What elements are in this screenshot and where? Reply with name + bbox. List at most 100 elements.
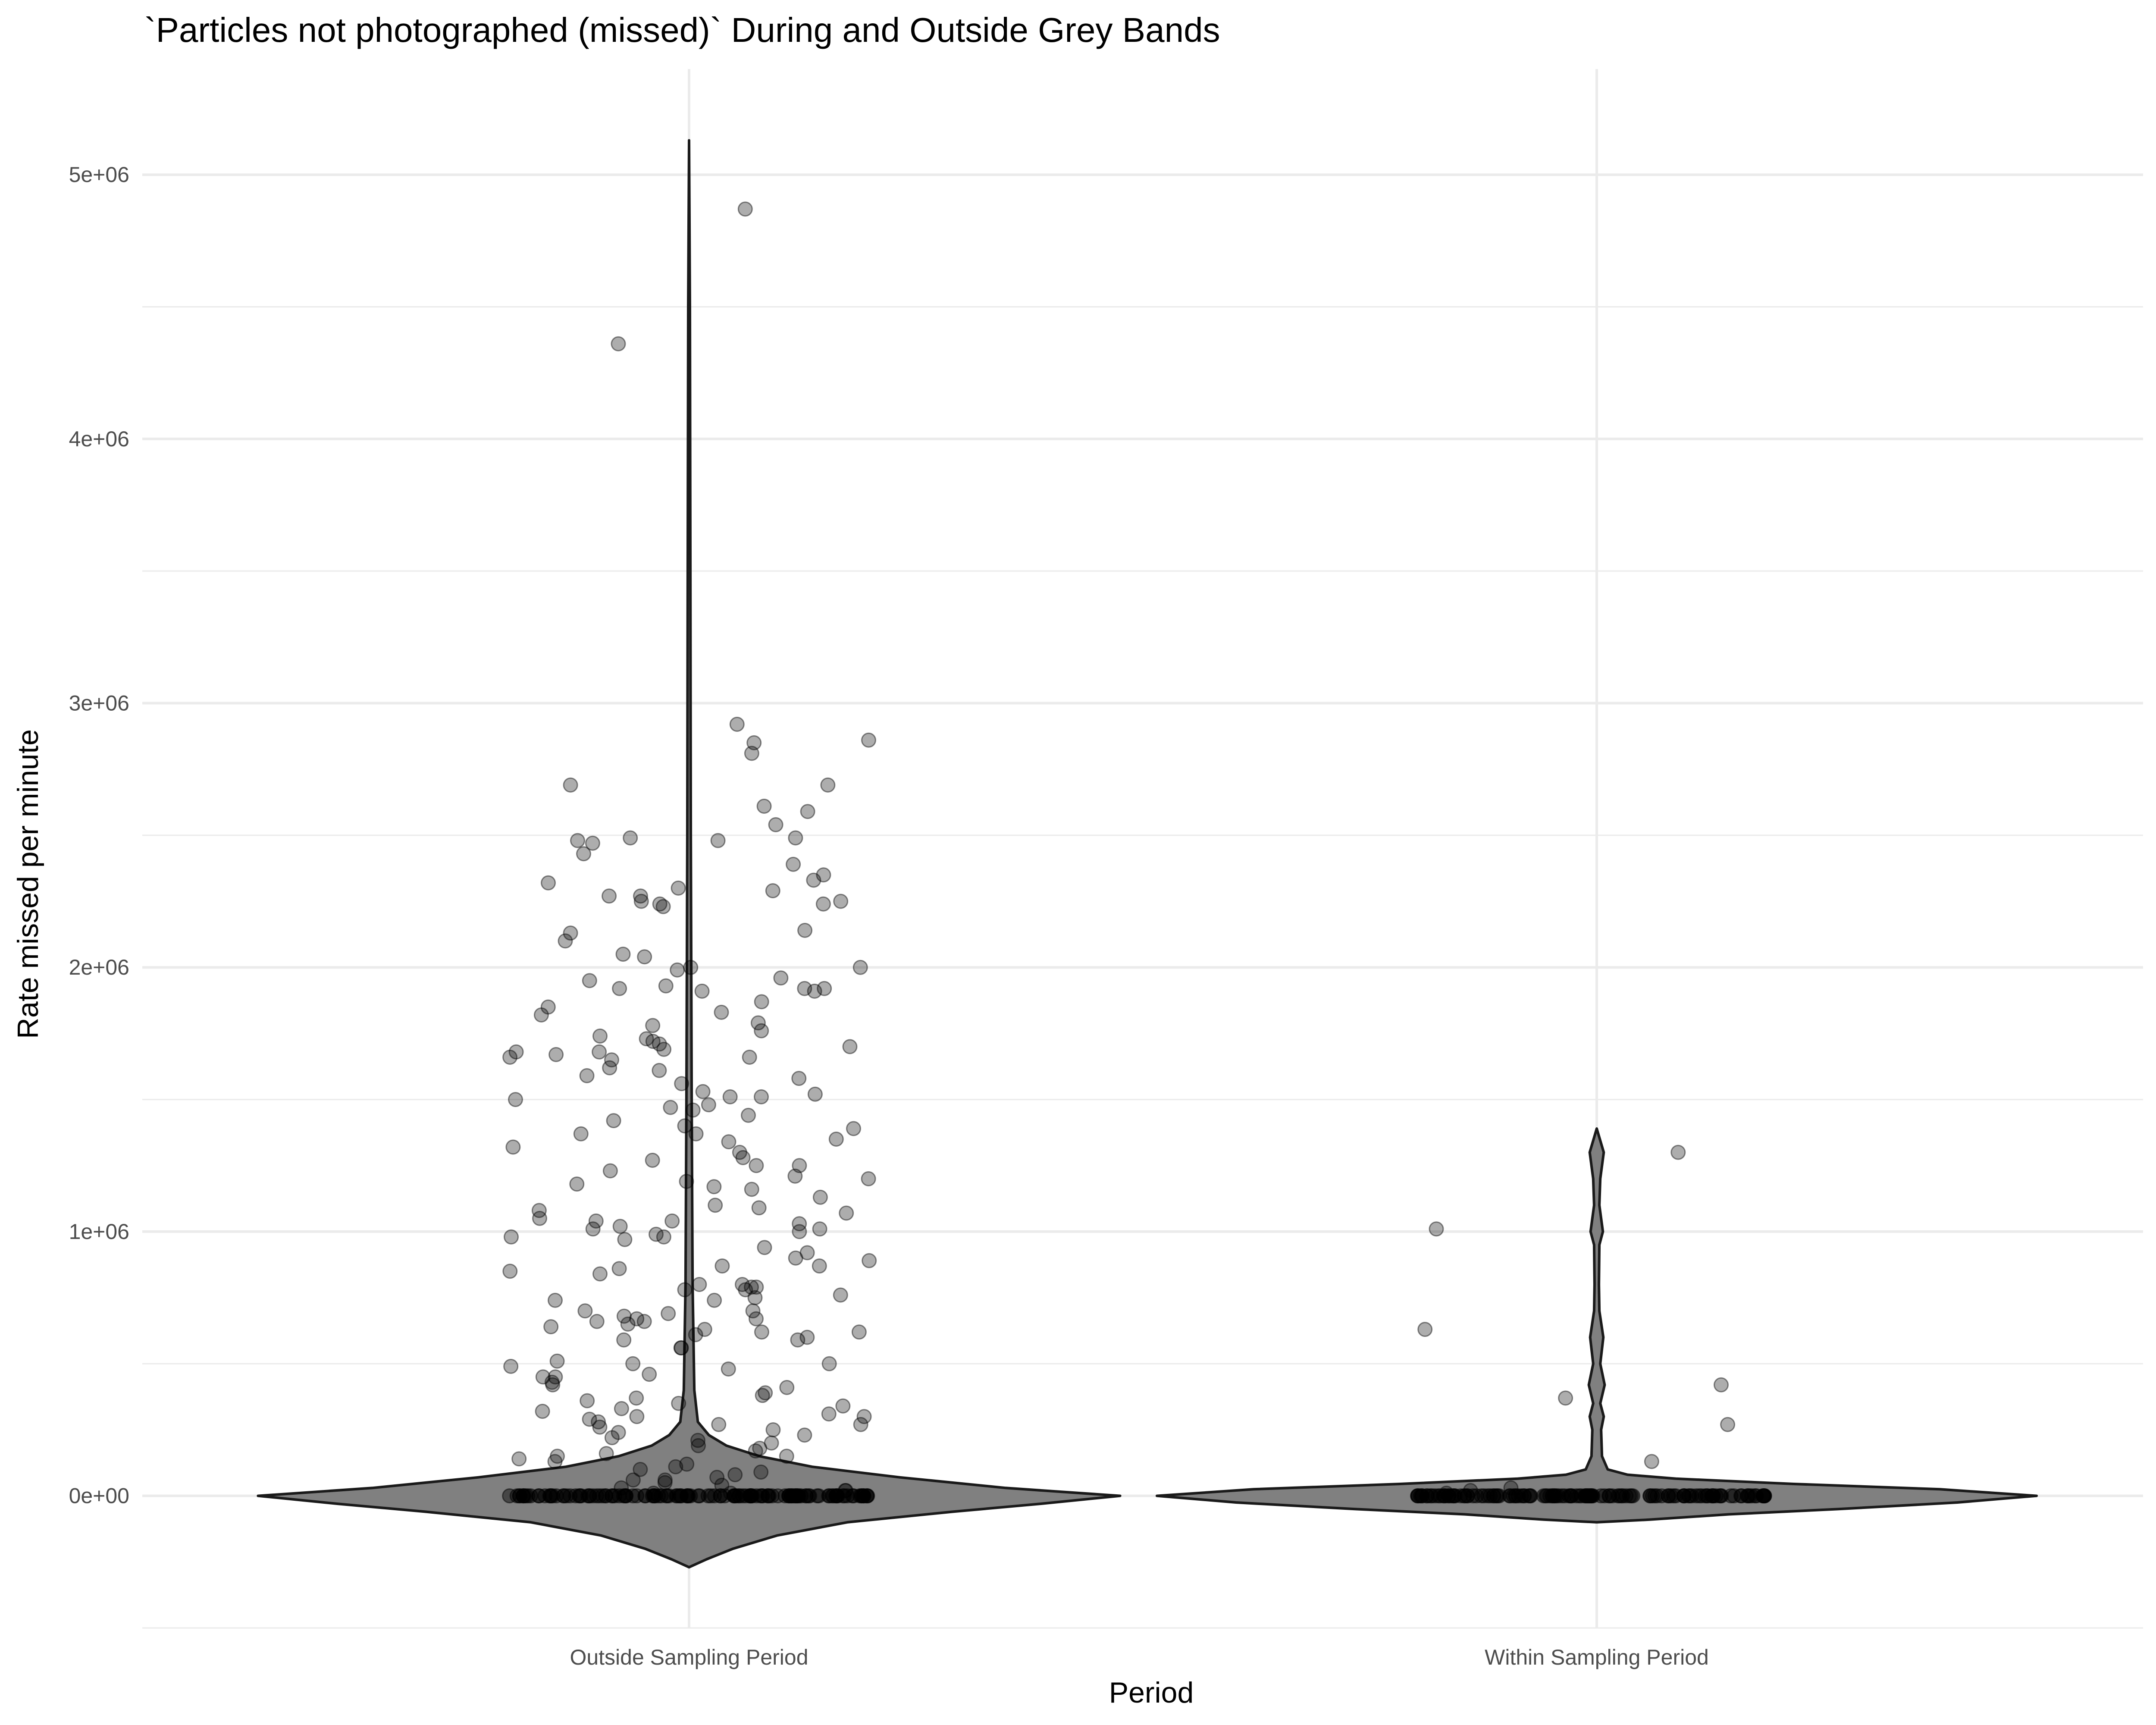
y-tick-label: 0e+00 — [69, 1484, 129, 1508]
data-point — [614, 1401, 629, 1416]
x-tick-label: Within Sampling Period — [1485, 1645, 1709, 1669]
data-point — [508, 1044, 524, 1060]
data-point-zero — [782, 1488, 797, 1504]
data-point — [742, 1050, 757, 1065]
data-point-zero — [1423, 1488, 1438, 1504]
data-point — [788, 1250, 803, 1266]
data-point — [545, 1377, 561, 1393]
data-point — [611, 336, 626, 351]
data-point-zero — [835, 1488, 851, 1504]
data-point — [754, 1089, 769, 1104]
data-point — [540, 999, 556, 1015]
data-point — [861, 732, 876, 748]
data-point-zero — [618, 1488, 634, 1504]
data-point — [807, 1086, 823, 1102]
data-point — [625, 1472, 641, 1488]
data-point — [592, 1044, 607, 1060]
data-point — [828, 1132, 844, 1147]
data-point — [645, 1018, 661, 1033]
data-point-zero — [580, 1488, 595, 1504]
data-point — [629, 1311, 645, 1327]
data-point — [788, 830, 803, 846]
data-point — [629, 1409, 645, 1424]
data-point-zero — [786, 1488, 801, 1504]
data-point-zero — [1573, 1488, 1589, 1504]
data-point — [620, 1316, 636, 1332]
data-point-zero — [646, 1488, 662, 1504]
data-point — [1644, 1454, 1659, 1469]
data-point — [585, 1221, 601, 1237]
data-point — [585, 835, 600, 851]
data-point — [861, 1171, 876, 1186]
data-point-zero — [1733, 1488, 1749, 1504]
data-point — [792, 1224, 807, 1239]
data-point — [602, 888, 617, 904]
data-point — [533, 1007, 549, 1022]
data-point-zero — [520, 1488, 536, 1504]
data-point — [548, 1292, 563, 1308]
data-point — [674, 1340, 689, 1355]
data-point — [592, 1419, 608, 1435]
data-point-zero — [1542, 1488, 1557, 1504]
data-point — [633, 1462, 648, 1477]
data-point — [604, 1430, 620, 1446]
data-point — [744, 1182, 759, 1197]
data-point — [751, 1200, 767, 1216]
data-point — [652, 1036, 667, 1052]
data-point — [741, 1107, 756, 1123]
data-point — [757, 1240, 772, 1255]
data-point — [820, 777, 836, 793]
data-point — [633, 888, 648, 904]
data-point — [671, 880, 686, 896]
data-point — [1720, 1417, 1736, 1432]
data-point-zero — [743, 1488, 759, 1504]
data-point — [816, 867, 831, 883]
data-point — [747, 1290, 763, 1305]
data-point — [746, 735, 762, 750]
data-point — [853, 1417, 868, 1432]
data-point — [768, 817, 783, 832]
data-point — [722, 1089, 738, 1104]
data-point — [589, 1314, 605, 1329]
data-point — [694, 983, 710, 999]
data-point — [754, 1324, 769, 1340]
data-point — [642, 1367, 657, 1382]
data-point — [787, 1168, 803, 1184]
data-point — [599, 1446, 614, 1462]
data-point — [797, 922, 813, 938]
jitter-points — [502, 201, 1772, 1504]
data-point-zero — [680, 1488, 696, 1504]
data-point — [690, 1433, 705, 1448]
data-point — [729, 717, 745, 732]
data-point — [636, 1314, 652, 1329]
data-point — [1670, 1145, 1686, 1160]
data-point — [652, 1063, 667, 1078]
data-point — [629, 1390, 644, 1406]
data-point — [852, 960, 868, 975]
data-point — [800, 804, 815, 819]
data-point — [579, 1068, 595, 1083]
data-point — [633, 894, 649, 909]
data-point — [592, 1029, 608, 1044]
data-point-zero — [1708, 1488, 1724, 1504]
data-point — [673, 1340, 689, 1355]
data-point — [502, 1050, 518, 1065]
y-tick-label: 5e+06 — [69, 163, 129, 187]
data-point-zero — [856, 1488, 871, 1504]
y-tick-label: 1e+06 — [69, 1220, 129, 1244]
data-point — [541, 875, 556, 891]
data-point — [817, 981, 832, 996]
data-point — [625, 1356, 641, 1371]
data-point — [711, 1417, 727, 1432]
data-point — [833, 894, 849, 909]
data-point-zero — [1448, 1488, 1463, 1504]
data-point — [576, 846, 591, 862]
data-point — [645, 1153, 660, 1168]
data-point — [612, 981, 627, 996]
data-point — [505, 1139, 521, 1155]
data-point — [508, 1092, 523, 1107]
data-point — [721, 1361, 736, 1377]
data-point — [688, 1327, 703, 1342]
data-point — [588, 1213, 604, 1229]
data-point — [744, 1280, 759, 1295]
